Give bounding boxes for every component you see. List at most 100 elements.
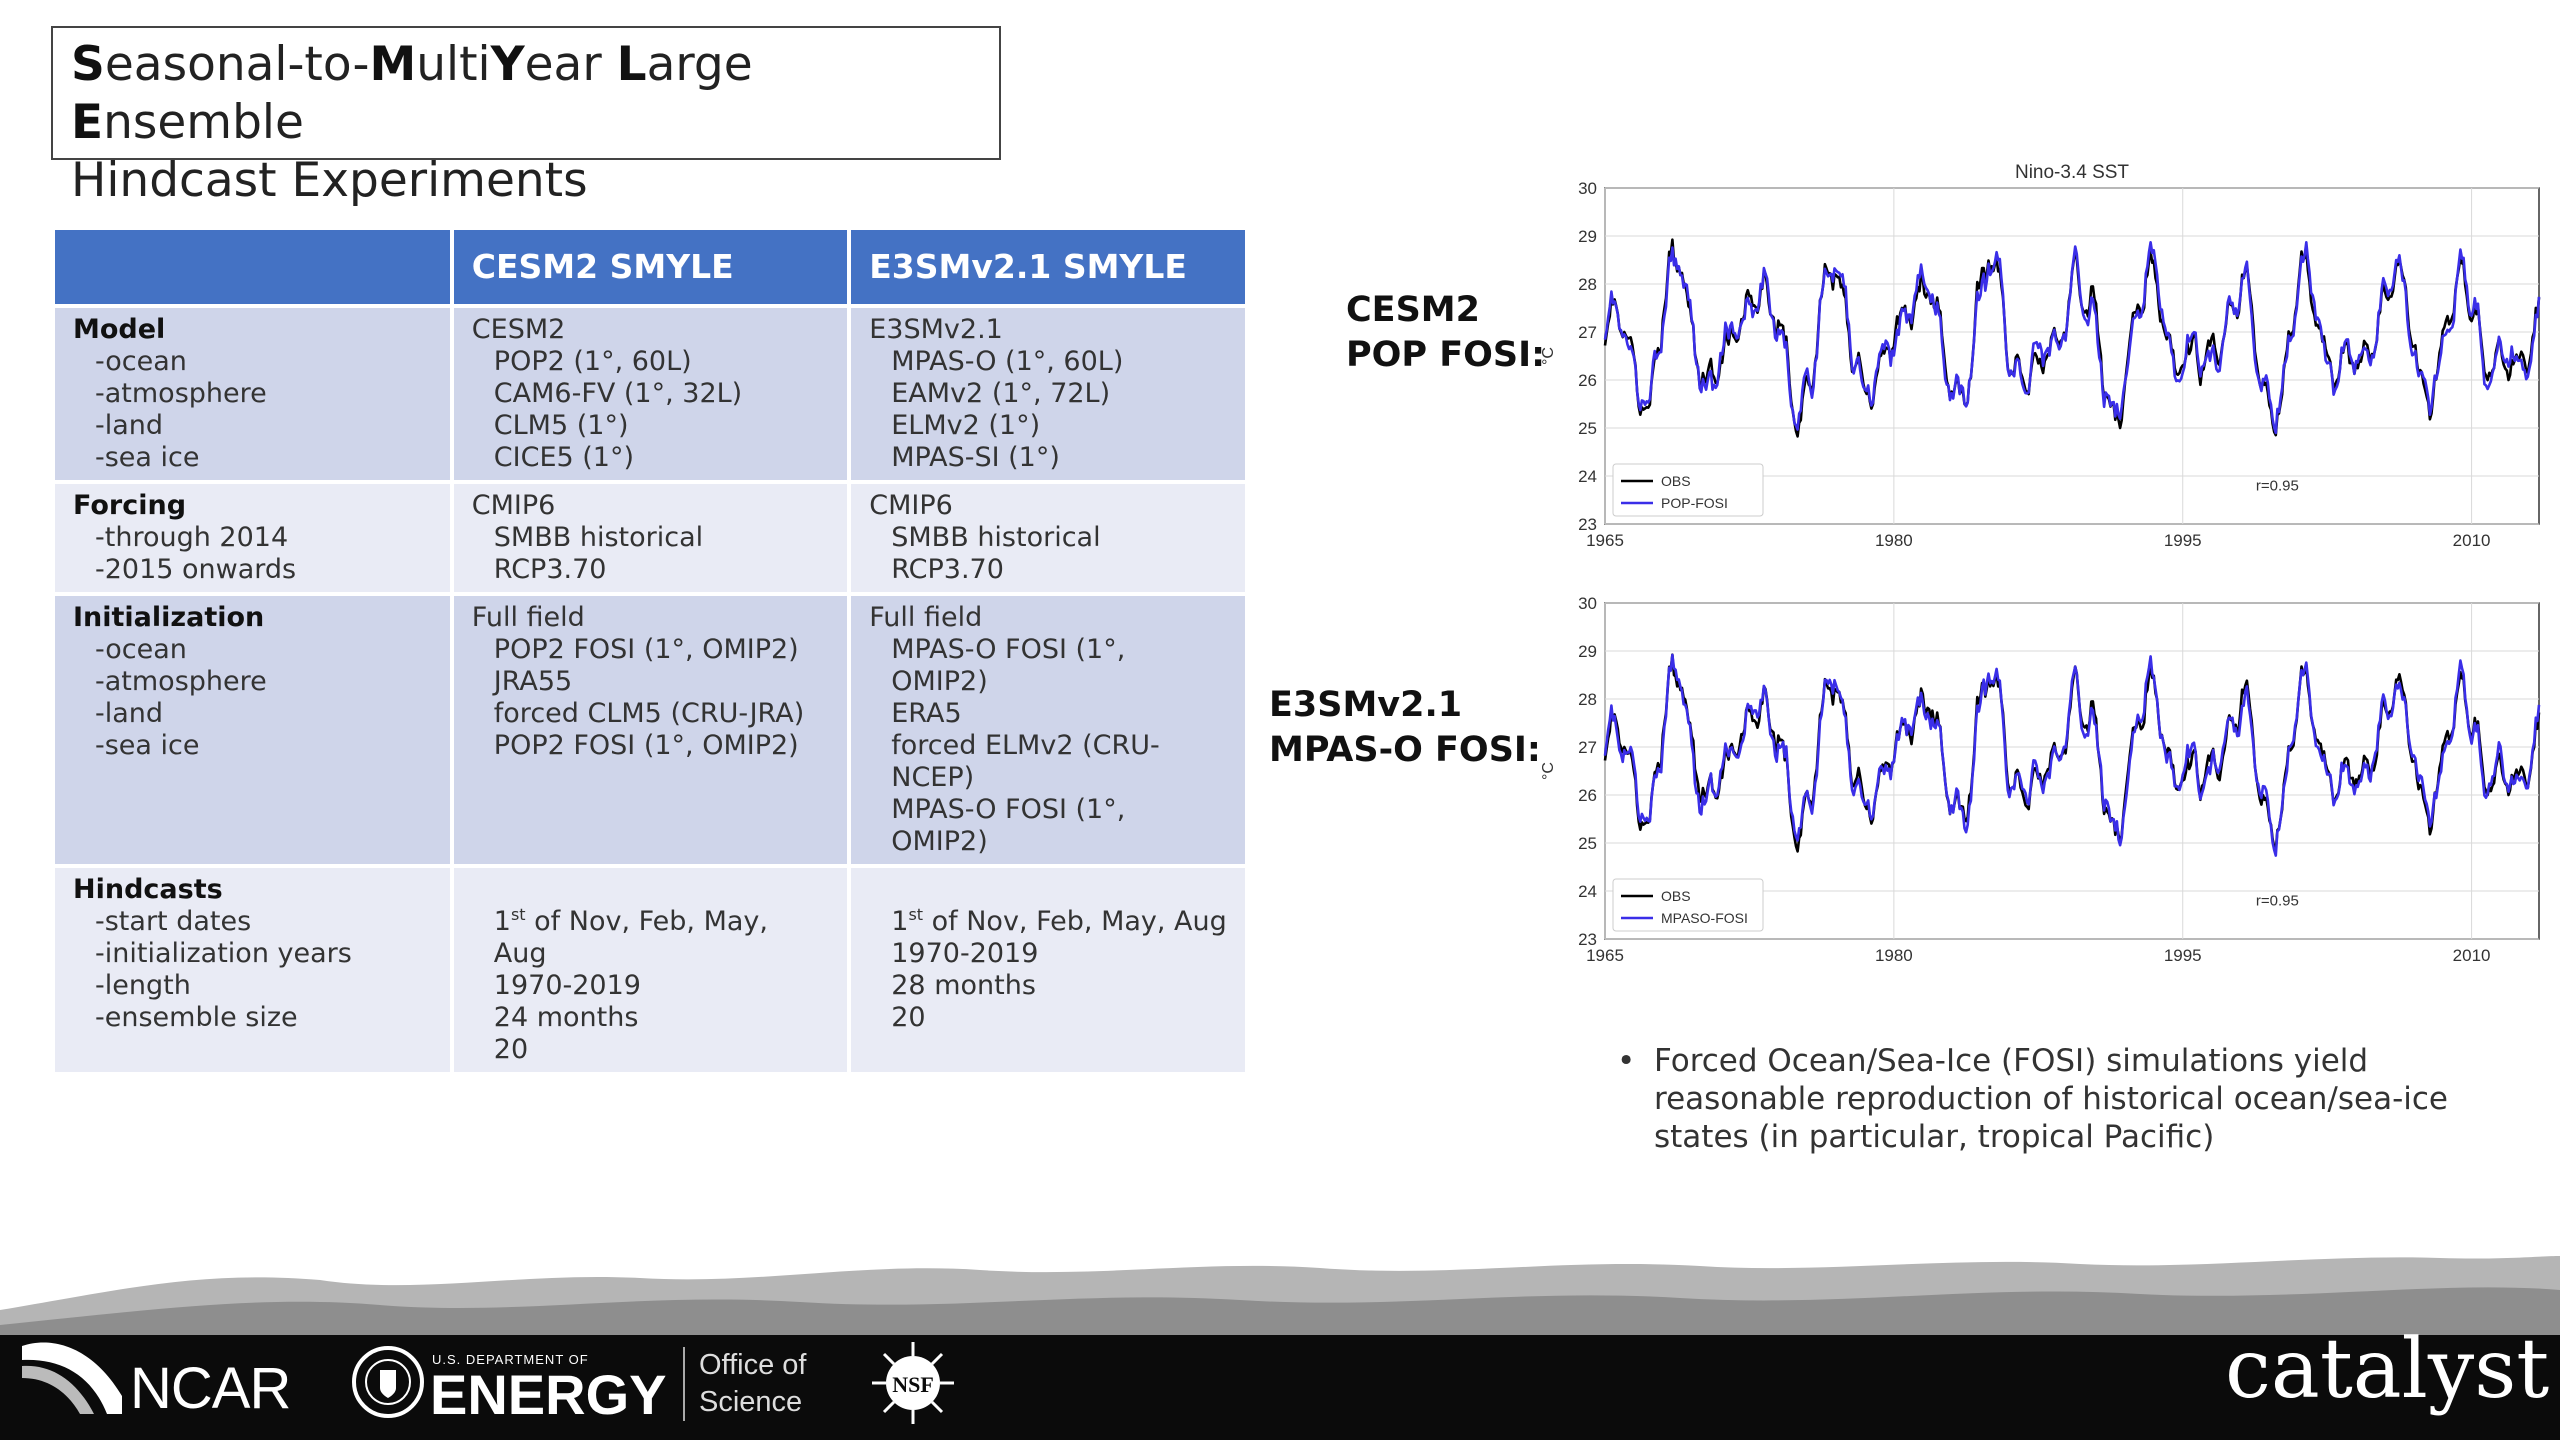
cell-line: ERA5 xyxy=(891,698,962,729)
cell-line xyxy=(472,874,829,906)
y-tick-label: 29 xyxy=(1578,642,1597,661)
y-tick-label: 26 xyxy=(1578,371,1597,390)
title-initial: Y xyxy=(490,37,525,92)
row-heading: Hindcasts xyxy=(73,874,223,905)
y-tick-label: 25 xyxy=(1578,834,1597,853)
office-of-science-text: Office of Science xyxy=(683,1347,806,1421)
y-tick-label: 25 xyxy=(1578,419,1597,438)
mountain-silhouette xyxy=(0,1256,2560,1340)
office-line-1: Office of xyxy=(699,1349,807,1381)
y-tick-label: 28 xyxy=(1578,275,1597,294)
cell-line: CESM2 xyxy=(471,314,566,345)
cell-line: MPAS-O (1°, 60L) xyxy=(891,346,1124,377)
table-header-empty xyxy=(51,226,454,308)
y-tick-label: 27 xyxy=(1578,738,1597,757)
cell-line: -initialization years xyxy=(95,938,352,969)
e3sm-fosi-label: E3SMv2.1 MPAS-O FOSI: xyxy=(1269,683,1541,773)
cell-line: -land xyxy=(95,410,164,441)
e3sm-label-line-2: MPAS-O FOSI: xyxy=(1269,730,1541,770)
cell-line: CMIP6 xyxy=(471,490,556,521)
cell-line: -2015 onwards xyxy=(95,554,297,585)
title-segment: easonal-to- xyxy=(104,37,370,92)
x-tick-label: 1980 xyxy=(1875,946,1913,965)
cell-line: Full field xyxy=(869,602,983,633)
y-tick-label: 27 xyxy=(1578,323,1597,342)
table-cell: CMIP6 SMBB historical RCP3.70 xyxy=(449,480,852,596)
cell-line: 20 xyxy=(493,1034,529,1065)
cell-line: forced CLM5 (CRU-JRA) xyxy=(493,698,805,729)
y-tick-label: 24 xyxy=(1578,882,1597,901)
cell-line: 1st of Nov, Feb, May, Aug xyxy=(891,905,1227,937)
correlation-annotation: r=0.95 xyxy=(2256,892,2299,909)
x-tick-label: 1995 xyxy=(2164,946,2202,965)
doe-top-text: U.S. DEPARTMENT OF xyxy=(432,1352,589,1367)
title-initial: E xyxy=(71,95,104,150)
title-segment: nsemble xyxy=(103,95,304,150)
table-header-e3sm: E3SMv2.1 SMYLE xyxy=(847,226,1249,308)
cell-line: RCP3.70 xyxy=(493,554,607,585)
cell-line: JRA55 xyxy=(493,666,573,697)
cell-line: CAM6-FV (1°, 32L) xyxy=(493,378,743,409)
footer xyxy=(0,1250,2560,1440)
cell-line: EAMv2 (1°, 72L) xyxy=(891,378,1111,409)
cesm-label-line-1: CESM2 xyxy=(1346,290,1480,330)
y-axis-label: °C xyxy=(1540,347,1557,365)
cell-line: -sea ice xyxy=(95,730,200,761)
cell-line: POP2 FOSI (1°, OMIP2) xyxy=(493,730,799,761)
table-row: Hindcasts -start dates -initialization yea… xyxy=(51,864,1249,1076)
cell-line: -atmosphere xyxy=(95,378,267,409)
row-heading: Initialization xyxy=(73,602,265,633)
cell-line: ELMv2 (1°) xyxy=(891,410,1041,441)
title-initial: L xyxy=(616,37,647,92)
cell-line: 24 months xyxy=(493,1002,639,1033)
bullet-text: Forced Ocean/Sea-Ice (FOSI) simulations … xyxy=(1654,1043,2448,1155)
cell-line: forced ELMv2 (CRU-NCEP) xyxy=(891,730,1160,793)
cell-line: 20 xyxy=(891,1002,926,1033)
cell-line xyxy=(869,874,1227,906)
cell-line: -length xyxy=(95,970,191,1001)
legend-label: OBS xyxy=(1661,888,1691,904)
cell-line: -start dates xyxy=(95,906,252,937)
row-heading: Model xyxy=(73,314,166,345)
cell-line: 28 months xyxy=(891,970,1036,1001)
series-line xyxy=(1603,653,2541,857)
chart-svg: 1965 1980 1995 2010 23 24 25 26 27 28 29 30 °C OBS MPA… xyxy=(1540,594,2541,965)
cell-line: -through 2014 xyxy=(95,522,289,553)
table-row: Model -ocean -atmosphere -land -sea ice CESM2… xyxy=(51,304,1249,484)
ncar-logo-text: NCAR xyxy=(130,1356,291,1421)
chart-svg: 1965 1980 1995 2010 23 24 25 26 27 28 29 30 °C Nino-3… xyxy=(1540,162,2541,550)
nino34-chart-pop: 1965 1980 1995 2010 23 24 25 26 27 28 29 30 °C Nino-3… xyxy=(1535,150,2545,558)
table-cell: 1st of Nov, Feb, May, Aug 1970-2019 28 mon… xyxy=(847,864,1249,1076)
cell-line: MPAS-O FOSI (1°, OMIP2) xyxy=(891,634,1126,697)
nino34-chart-mpaso: 1965 1980 1995 2010 23 24 25 26 27 28 29 30 °C OBS MPA… xyxy=(1535,565,2545,973)
cell-line: 1970-2019 xyxy=(493,970,641,1001)
cell-line: MPAS-SI (1°) xyxy=(891,442,1060,473)
y-tick-label: 29 xyxy=(1578,227,1597,246)
e3sm-label-line-1: E3SMv2.1 xyxy=(1269,685,1463,725)
comparison-table: CESM2 SMYLE E3SMv2.1 SMYLE Model -ocean -a… xyxy=(51,226,1249,1076)
cell-line: CMIP6 xyxy=(869,490,953,521)
x-tick-label: 1965 xyxy=(1586,946,1624,965)
x-tick-label: 1995 xyxy=(2164,531,2202,550)
catalyst-logo: catalyst xyxy=(2225,1322,2550,1417)
cell-line: -sea ice xyxy=(95,442,200,473)
y-tick-label: 24 xyxy=(1578,467,1597,486)
cell-line: MPAS-O FOSI (1°, OMIP2) xyxy=(891,794,1126,857)
table-cell: Full field POP2 FOSI (1°, OMIP2) JRA55 forc… xyxy=(449,592,852,868)
title-segment: ear xyxy=(524,37,617,92)
cell-line: -land xyxy=(95,698,164,729)
slide-title: Seasonal-to-MultiYear Large Ensemble Hin… xyxy=(51,26,1001,208)
title-initial: M xyxy=(369,37,417,92)
cell-line: SMBB historical xyxy=(493,522,704,553)
table-header-cesm: CESM2 SMYLE xyxy=(449,226,852,308)
table-cell: Full field MPAS-O FOSI (1°, OMIP2) ERA5 for… xyxy=(847,592,1249,868)
cesm-label-line-2: POP FOSI: xyxy=(1346,335,1546,375)
x-tick-label: 2010 xyxy=(2453,946,2491,965)
y-tick-label: 30 xyxy=(1578,594,1597,613)
cell-line: E3SMv2.1 xyxy=(869,314,1003,345)
bullet-dot: • xyxy=(1617,1043,1636,1079)
y-tick-label: 28 xyxy=(1578,690,1597,709)
cell-line: CLM5 (1°) xyxy=(493,410,629,441)
cell-line: 1970-2019 xyxy=(891,938,1039,969)
table-header-row: CESM2 SMYLE E3SMv2.1 SMYLE xyxy=(51,226,1249,308)
